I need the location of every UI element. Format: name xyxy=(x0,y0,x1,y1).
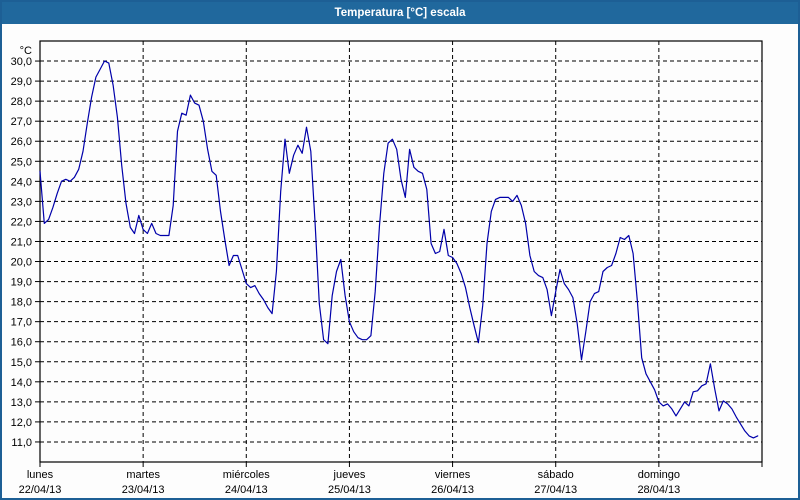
y-tick-label: 22,0 xyxy=(11,216,32,228)
temperature-chart: 30,0 29,0 28,0 27,0 26,0 25,0 24,0 23,0 22,0 21,0… xyxy=(11,40,763,496)
x-day-date-label: 26/04/13 xyxy=(431,484,474,496)
x-day-date-label: 28/04/13 xyxy=(637,484,680,496)
y-tick-label: 25,0 xyxy=(11,156,32,168)
y-axis-unit-label: °C xyxy=(20,45,32,57)
x-day-date-label: 23/04/13 xyxy=(122,484,165,496)
x-day-date-label: 27/04/13 xyxy=(534,484,577,496)
y-tick-label: 28,0 xyxy=(11,96,32,108)
y-tick-label: 26,0 xyxy=(11,136,32,148)
x-day-name-label: martes xyxy=(126,469,160,481)
y-tick-label: 30,0 xyxy=(11,56,32,68)
x-day-name-label: jueves xyxy=(333,469,366,481)
y-tick-label: 16,0 xyxy=(11,337,32,349)
x-day-name-label: viernes xyxy=(435,469,471,481)
plot-frame xyxy=(39,40,763,463)
y-tick-label: 19,0 xyxy=(11,277,32,289)
y-tick-label: 29,0 xyxy=(11,76,32,88)
chart-area: 30,0 29,0 28,0 27,0 26,0 25,0 24,0 23,0 22,0 21,0… xyxy=(2,24,798,498)
x-day-name-label: lunes xyxy=(27,469,54,481)
y-tick-label: 11,0 xyxy=(11,437,32,449)
window-title: Temperatura [°C] escala xyxy=(334,7,466,19)
y-tick-label: 17,0 xyxy=(11,317,32,329)
y-tick-label: 24,0 xyxy=(11,176,32,188)
x-day-date-label: 24/04/13 xyxy=(225,484,268,496)
y-tick-label: 20,0 xyxy=(11,257,32,269)
x-day-date-label: 25/04/13 xyxy=(328,484,371,496)
x-day-name-label: miércoles xyxy=(223,469,271,481)
y-tick-label: 21,0 xyxy=(11,236,32,248)
x-day-name-label: sábado xyxy=(538,469,574,481)
window-titlebar: Temperatura [°C] escala xyxy=(2,2,798,24)
y-tick-label: 13,0 xyxy=(11,397,32,409)
y-tick-label: 27,0 xyxy=(11,116,32,128)
x-day-name-label: domingo xyxy=(638,469,680,481)
y-tick-label: 15,0 xyxy=(11,357,32,369)
y-tick-label: 18,0 xyxy=(11,297,32,309)
y-tick-label: 14,0 xyxy=(11,377,32,389)
x-day-date-label: 22/04/13 xyxy=(19,484,62,496)
temperature-series-line xyxy=(39,60,759,439)
y-tick-label: 12,0 xyxy=(11,417,32,429)
y-tick-label: 23,0 xyxy=(11,196,32,208)
